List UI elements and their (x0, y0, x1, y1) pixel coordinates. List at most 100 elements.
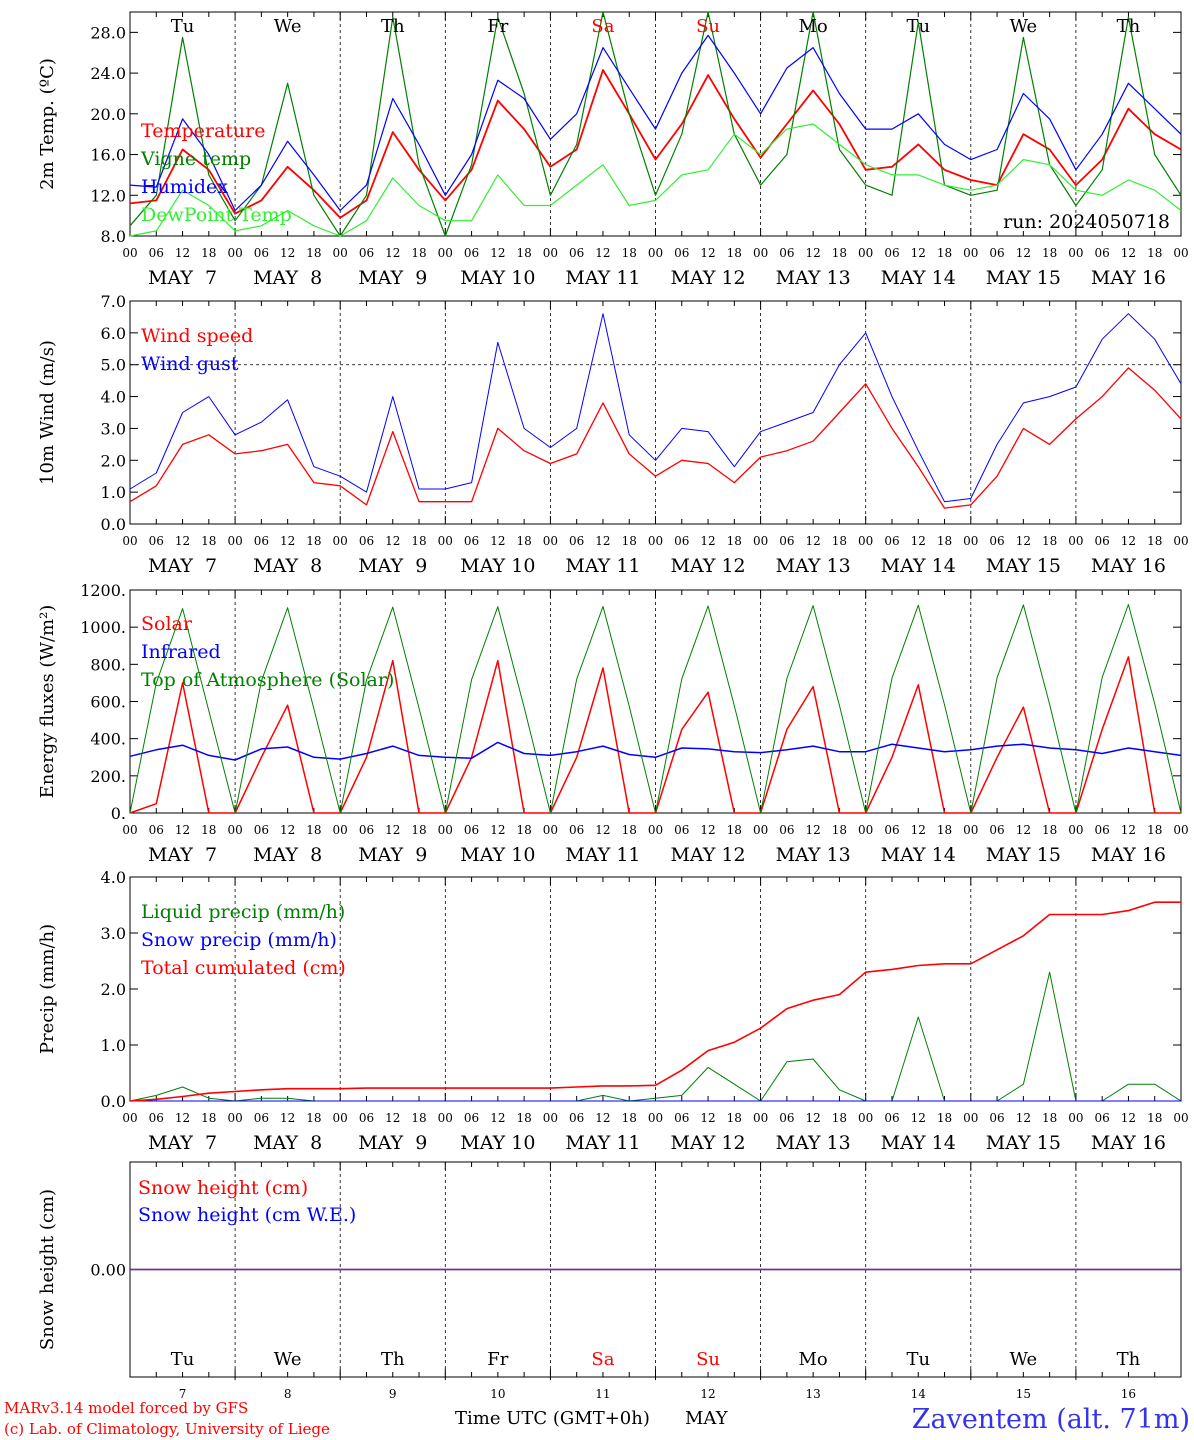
legend-entry: Snow precip (mm/h) (141, 929, 337, 951)
hour-label: 18 (201, 823, 216, 837)
hour-label: 00 (438, 534, 453, 548)
hour-label: 06 (989, 246, 1004, 260)
panel-2: 0.0 1.0 2.0 3.0 4.0 5.0 6.0 7.0 10m Wind (m/s) Wi… (37, 292, 1189, 577)
hour-label: 18 (832, 823, 847, 837)
hour-label: 06 (1095, 246, 1110, 260)
hour-label: 18 (727, 246, 742, 260)
hour-label: 00 (963, 823, 978, 837)
date-label: MAY 15 (986, 1132, 1061, 1154)
weekday-label: Sa (591, 1349, 614, 1370)
date-label: MAY 11 (565, 555, 640, 577)
model-credit: MARv3.14 model forced by GFS (4, 1399, 248, 1417)
y-tick-label: 8.0 (101, 227, 126, 246)
y-tick-label: 0.0 (101, 515, 126, 534)
time-axis-label: Time UTC (GMT+0h) (455, 1408, 650, 1429)
hour-label: 06 (359, 534, 374, 548)
hour-label: 06 (989, 534, 1004, 548)
date-label: MAY 14 (881, 267, 956, 289)
date-label: MAY 12 (670, 555, 745, 577)
hour-label: 18 (516, 823, 531, 837)
y-tick-label: 5.0 (101, 356, 126, 375)
day-number: 15 (1016, 1387, 1031, 1401)
date-label: MAY 16 (1091, 555, 1166, 577)
hour-label: 18 (411, 1111, 426, 1125)
hour-label: 06 (149, 823, 164, 837)
hour-label: 06 (779, 246, 794, 260)
hour-label: 12 (385, 246, 400, 260)
hour-label: 00 (858, 823, 873, 837)
date-label: MAY 16 (1091, 267, 1166, 289)
hour-label: 18 (727, 534, 742, 548)
y-tick-label: 600. (90, 693, 126, 712)
hour-label: 06 (1095, 534, 1110, 548)
weekday-label: Sa (591, 16, 614, 37)
plot-frame (129, 300, 1182, 525)
hour-label: 18 (1042, 534, 1057, 548)
legend-entry: Top of Atmosphere (Solar) (141, 669, 394, 691)
hour-label: 06 (569, 823, 584, 837)
panel-5: 0.00 Snow height (cm) Snow height (cm) Snow… (37, 1161, 1182, 1401)
hour-label: 18 (516, 246, 531, 260)
hour-label: 00 (858, 246, 873, 260)
day-number: 9 (389, 1387, 397, 1401)
hour-label: 18 (201, 534, 216, 548)
hour-label: 00 (122, 246, 137, 260)
date-label: MAY 14 (881, 1132, 956, 1154)
panels: 8.0 12.0 16.0 20.0 24.0 28.0 2m Temp. (ºC) Temp… (37, 11, 1189, 1401)
hour-label: 12 (700, 1111, 715, 1125)
y-tick-label: 200. (90, 767, 126, 786)
hour-label: 12 (1016, 1111, 1031, 1125)
date-label: MAY 12 (670, 844, 745, 866)
weekday-label: We (1010, 1349, 1038, 1370)
hour-label: 12 (490, 534, 505, 548)
hour-label: 12 (385, 534, 400, 548)
y-tick-label: 0. (111, 804, 126, 823)
station-name: Zaventem (alt. 71m) (912, 1404, 1190, 1435)
hour-label: 12 (595, 1111, 610, 1125)
hour-label: 00 (333, 246, 348, 260)
hour-label: 18 (516, 1111, 531, 1125)
hour-label: 06 (674, 246, 689, 260)
y-tick-label: 0.00 (90, 1261, 126, 1280)
hour-label: 00 (753, 246, 768, 260)
hour-label: 00 (1173, 1111, 1188, 1125)
hour-label: 18 (1147, 246, 1162, 260)
date-label: MAY 9 (358, 267, 427, 289)
date-label: MAY 13 (776, 267, 851, 289)
series-line-1 (129, 367, 1182, 509)
hour-label: 06 (1095, 1111, 1110, 1125)
y-tick-label: 1000. (80, 618, 126, 637)
lab-credit: (c) Lab. of Climatology, University of L… (4, 1420, 330, 1438)
hour-label: 00 (1068, 1111, 1083, 1125)
weekday-label: Su (696, 1349, 720, 1370)
hour-label: 00 (1068, 246, 1083, 260)
day-number: 7 (179, 1387, 187, 1401)
date-label: MAY 15 (986, 844, 1061, 866)
date-label: MAY 10 (460, 1132, 535, 1154)
hour-label: 12 (911, 534, 926, 548)
y-tick-label: 28.0 (90, 23, 126, 42)
hour-label: 00 (227, 823, 242, 837)
hour-label: 06 (254, 823, 269, 837)
hour-label: 06 (254, 534, 269, 548)
date-label: MAY 8 (253, 844, 322, 866)
hour-label: 12 (1121, 534, 1136, 548)
hour-label: 06 (1095, 823, 1110, 837)
hour-label: 18 (622, 534, 637, 548)
hour-label: 18 (832, 1111, 847, 1125)
y-tick-label: 2.0 (101, 451, 126, 470)
hour-label: 12 (385, 1111, 400, 1125)
hour-label: 18 (306, 246, 321, 260)
date-label: MAY 10 (460, 555, 535, 577)
hour-label: 00 (543, 823, 558, 837)
hour-label: 12 (175, 534, 190, 548)
hour-label: 06 (989, 1111, 1004, 1125)
date-label: MAY 16 (1091, 1132, 1166, 1154)
y-tick-label: 24.0 (90, 64, 126, 83)
hour-label: 00 (1173, 534, 1188, 548)
date-label: MAY 12 (670, 1132, 745, 1154)
date-label: MAY 11 (565, 844, 640, 866)
hour-label: 00 (438, 823, 453, 837)
date-label: MAY 13 (776, 555, 851, 577)
date-label: MAY 7 (148, 844, 217, 866)
